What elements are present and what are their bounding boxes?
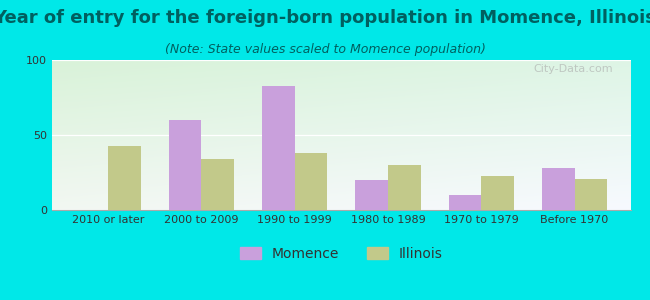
Bar (294, 153, 327, 210)
Text: Year of entry for the foreign-born population in Momence, Illinois: Year of entry for the foreign-born popul… (0, 9, 650, 27)
Bar (542, 168, 575, 210)
Bar (262, 85, 294, 210)
Bar (388, 165, 421, 210)
Bar (356, 180, 388, 210)
Bar (108, 146, 140, 210)
Bar (481, 176, 514, 210)
Bar (448, 195, 481, 210)
Text: (Note: State values scaled to Momence population): (Note: State values scaled to Momence po… (164, 44, 486, 56)
Text: City-Data.com: City-Data.com (534, 64, 613, 74)
Bar (202, 159, 234, 210)
Bar (168, 120, 202, 210)
Bar (575, 178, 607, 210)
Legend: Momence, Illinois: Momence, Illinois (234, 241, 448, 266)
